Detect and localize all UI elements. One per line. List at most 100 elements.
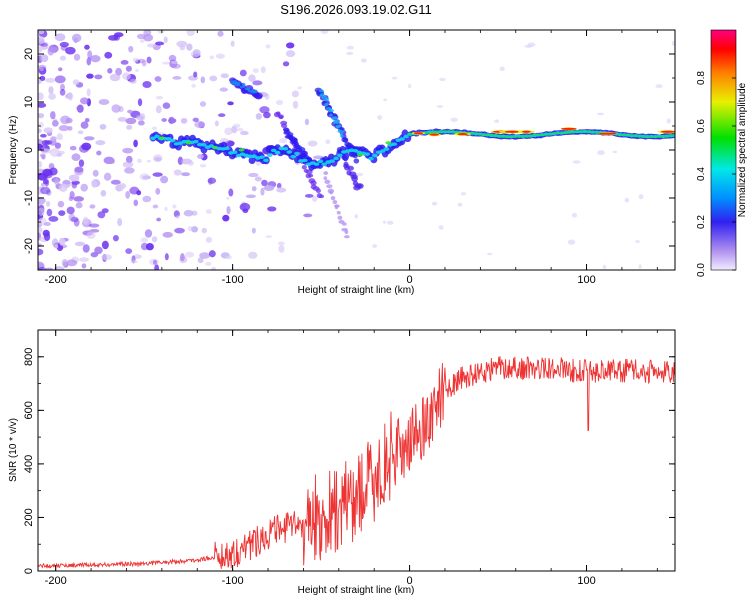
spectrogram-noise-blob	[71, 181, 78, 189]
spectrogram-noise-blob	[101, 240, 109, 250]
spectrogram-noise-blob	[50, 136, 57, 142]
spectrogram-streak	[278, 115, 284, 120]
spectrogram-noise-blob	[117, 218, 123, 227]
snr-ytick-label: 400	[23, 455, 35, 473]
spectrogram-faint-blob	[170, 60, 179, 64]
spectrogram-noise-blob	[186, 30, 195, 37]
spectrogram-noise-blob	[87, 50, 93, 59]
spectrogram-noise-blob	[147, 43, 157, 48]
spectrogram-faint-blob	[408, 83, 412, 89]
spectrogram-noise-blob	[75, 202, 83, 209]
spectrogram-faint-blob	[439, 77, 446, 82]
spectrogram-noise-blob	[144, 229, 153, 238]
spectrogram-noise-blob	[215, 53, 226, 59]
spectrogram-noise-blob	[56, 133, 63, 141]
spectrogram-noise-blob	[207, 177, 217, 184]
spectrogram-noise-blob	[107, 67, 113, 74]
spectrogram-band-core	[150, 136, 156, 141]
spectrogram-noise-blob	[38, 143, 43, 150]
spectrogram-band-core	[403, 134, 409, 139]
spectrogram-band-green	[584, 130, 590, 133]
spectrogram-hotspot-red	[457, 133, 469, 136]
spectrogram-band-green	[513, 135, 519, 138]
spectrogram-noise-blob	[199, 101, 207, 107]
spectrogram-faint-blob	[383, 98, 387, 102]
spectrogram-noise-blob	[109, 73, 121, 82]
spectrogram-noise-blob	[47, 46, 59, 53]
spectrogram-noise-blob	[86, 231, 96, 240]
spectrogram-streak	[324, 179, 331, 184]
spectrogram-marks	[38, 30, 675, 270]
spectrogram-noise-blob	[96, 150, 102, 156]
spectrogram-faint-blob	[209, 55, 215, 60]
spectrogram-faint-blob	[360, 58, 367, 63]
spectrogram-faint-blob	[524, 44, 533, 48]
spectrogram-noise-blob	[172, 76, 182, 80]
spectrogram-noise-blob	[156, 217, 162, 222]
spec-xtick-label: 100	[577, 274, 595, 286]
spectrogram-noise-blob	[95, 140, 106, 146]
spectrogram-faint-blob	[655, 84, 663, 89]
spectrogram-noise-blob	[101, 208, 109, 214]
spectrogram-faint-blob	[191, 84, 196, 88]
spectrogram-noise-blob	[84, 118, 90, 123]
spectrogram-noise-blob	[180, 117, 188, 124]
spectrogram-noise-blob	[126, 124, 133, 130]
spectrogram-noise-blob	[101, 254, 112, 261]
spectrogram-streak	[334, 119, 340, 124]
spectrogram-noise-blob	[115, 67, 123, 76]
spectrogram-streak	[341, 222, 347, 226]
spectrogram-faint-blob	[277, 241, 285, 246]
spectrogram-noise-blob	[71, 33, 82, 43]
spectrogram-noise-blob	[220, 73, 229, 79]
spectrogram-band-core	[290, 154, 296, 159]
spectrogram-band-core	[231, 150, 238, 155]
snr-xtick-label: 100	[577, 575, 595, 587]
spectrogram-streak	[344, 235, 350, 239]
spectrogram-band-core	[313, 162, 320, 166]
spectrogram-faint-blob	[487, 252, 493, 256]
spectrogram-streak	[280, 123, 288, 128]
spectrogram-band-core	[286, 150, 293, 154]
spectrogram-streak	[336, 210, 341, 215]
spectrogram-noise-blob	[285, 42, 295, 49]
spectrogram-noise-blob	[41, 139, 50, 146]
spectrogram-noise-blob	[65, 117, 73, 124]
colorbar-tick-label: 0.4	[696, 167, 707, 181]
spectrogram-noise-blob	[200, 76, 206, 84]
colorbar-label: Normalized spectral amplitude	[737, 82, 748, 217]
spectrogram-noise-blob	[84, 136, 95, 141]
snr-xtick-label: -200	[45, 575, 67, 587]
spectrogram-noise-blob	[197, 154, 204, 159]
spectrogram-faint-blob	[205, 209, 212, 214]
spectrogram-band-core	[302, 158, 308, 163]
spectrogram-faint-blob	[151, 126, 158, 130]
spectrogram-noise-blob	[43, 222, 51, 227]
colorbar-tick-label: 0.0	[696, 263, 707, 277]
spectrogram-noise-blob	[164, 253, 169, 261]
spectrogram-band-core	[333, 156, 339, 161]
spectrogram-noise-blob	[66, 259, 78, 267]
spectrogram-faint-blob	[494, 119, 500, 124]
spectrogram-noise-blob	[190, 226, 199, 233]
spectrogram-band-core	[193, 139, 199, 144]
spectrogram-noise-blob	[122, 161, 134, 168]
spectrogram-streak	[342, 137, 349, 143]
spectrogram-noise-blob	[86, 57, 92, 66]
spectrogram-noise-blob	[251, 186, 257, 192]
spectrogram-noise-blob	[45, 200, 51, 207]
spectrogram-streak	[242, 82, 246, 88]
spectrogram-noise-blob	[38, 79, 43, 84]
spectrogram-noise-blob	[110, 179, 121, 185]
spectrogram-noise-blob	[252, 80, 263, 86]
spectrogram-faint-blob	[155, 95, 164, 100]
spectrogram-band-outer	[248, 156, 256, 165]
spectrogram-band-core	[294, 151, 300, 156]
spectrogram-faint-blob	[146, 159, 152, 163]
spectrogram-noise-blob	[141, 59, 147, 67]
spectrogram-noise-blob	[222, 214, 230, 222]
spectrogram-faint-blob	[431, 201, 438, 206]
spectrogram-noise-blob	[193, 71, 198, 78]
spectrogram-noise-blob	[201, 227, 207, 234]
spectrogram-band-core	[364, 152, 370, 156]
